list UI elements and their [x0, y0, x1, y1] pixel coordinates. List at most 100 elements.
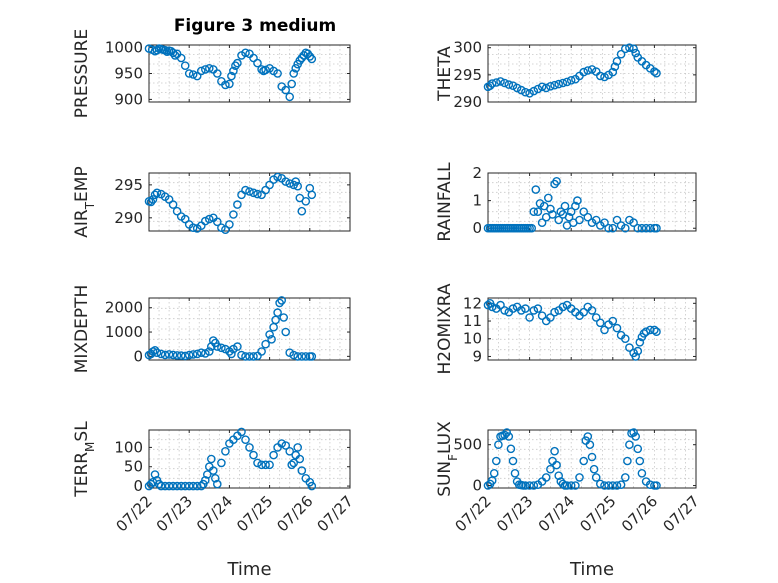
data-point — [168, 481, 178, 491]
y-tick-label: 0 — [133, 477, 143, 495]
data-point — [245, 352, 254, 361]
data-point — [506, 444, 516, 454]
data-point — [527, 223, 537, 233]
data-point — [587, 452, 597, 462]
data-point — [176, 351, 186, 360]
data-point — [208, 336, 218, 345]
data-point — [172, 206, 182, 216]
data-point — [629, 218, 638, 227]
data-point — [289, 69, 299, 78]
data-point — [600, 218, 609, 227]
data-point — [608, 67, 618, 77]
data-point — [537, 218, 547, 227]
data-point — [550, 446, 559, 456]
data-point — [504, 80, 514, 89]
y-tick-label: 1 — [472, 192, 482, 210]
data-point — [496, 77, 505, 86]
data-point — [188, 223, 198, 232]
data-point — [277, 296, 287, 305]
data-point — [558, 479, 568, 489]
data-point — [525, 89, 534, 98]
data-point — [546, 313, 555, 322]
y-axis-label: TERRMSL — [72, 421, 97, 498]
data-point — [217, 223, 226, 232]
data-point — [196, 66, 206, 76]
data-point — [152, 348, 162, 358]
data-point — [552, 460, 561, 470]
data-point — [633, 444, 643, 454]
subplot-mixdepth: 0 1000 2000 MIXDEPTH — [72, 285, 351, 374]
data-point — [212, 479, 222, 489]
data-point — [233, 58, 242, 68]
data-point — [546, 464, 555, 474]
data-point — [172, 481, 182, 491]
data-point — [287, 79, 297, 89]
data-point — [608, 316, 618, 326]
x-tick-label: 07/26 — [618, 492, 661, 535]
data-point — [575, 215, 584, 225]
data-point — [295, 454, 305, 464]
data-point — [200, 65, 210, 74]
data-point — [180, 351, 190, 361]
data-point — [281, 441, 291, 450]
axes-box — [148, 172, 351, 232]
data-point — [200, 216, 210, 226]
data-point — [652, 68, 661, 78]
data-point — [291, 177, 301, 186]
data-point — [237, 427, 246, 437]
data-point — [275, 298, 284, 308]
data-point — [560, 201, 570, 211]
data-point — [172, 351, 182, 360]
axes-box — [487, 172, 697, 232]
y-tick-label: 0 — [133, 347, 143, 365]
data-point — [269, 450, 278, 460]
y-tick-label: 950 — [114, 65, 143, 83]
data-point — [241, 352, 250, 361]
data-point — [629, 44, 638, 54]
data-point — [529, 86, 539, 96]
x-tick-label: 07/25 — [576, 492, 619, 535]
data-point — [225, 220, 234, 229]
data-point — [631, 352, 641, 361]
data-point — [491, 456, 501, 466]
y-axis-label: MIXDEPTH — [72, 285, 92, 374]
data-point — [571, 201, 580, 211]
data-point — [257, 347, 266, 356]
y-axis-label: PRESSURE — [72, 29, 92, 118]
data-point — [483, 300, 493, 310]
subplot-rainfall: 0 1 2 RAINFALL — [435, 162, 697, 242]
y-tick-label: 295 — [453, 66, 482, 84]
x-tick-label: 07/24 — [193, 492, 236, 535]
data-point — [249, 450, 258, 460]
data-point — [156, 481, 166, 491]
data-point — [587, 65, 597, 74]
data-point — [192, 71, 202, 81]
data-point — [221, 225, 230, 234]
data-point — [487, 79, 497, 88]
y-tick-label: 900 — [114, 90, 143, 108]
x-axis-label: Time — [569, 559, 614, 580]
data-point — [637, 223, 647, 233]
data-point — [641, 223, 651, 233]
data-point — [202, 470, 212, 479]
data-point — [192, 349, 202, 359]
y-tick-label: 1000 — [105, 323, 143, 341]
data-point — [558, 78, 568, 88]
data-point — [521, 481, 530, 490]
data-point — [510, 468, 520, 478]
data-point — [645, 480, 655, 490]
data-point — [265, 180, 274, 190]
data-point — [245, 443, 254, 452]
data-point — [600, 325, 609, 335]
data-point — [307, 54, 317, 64]
data-point — [241, 48, 250, 58]
data-point — [261, 339, 270, 349]
data-point — [631, 48, 641, 58]
data-point — [160, 350, 170, 360]
data-point — [571, 481, 580, 490]
y-axis-label: THETA — [435, 46, 455, 102]
data-point — [164, 195, 174, 204]
y-tick-label: 290 — [114, 209, 143, 227]
y-tick-label: 2000 — [105, 299, 143, 317]
